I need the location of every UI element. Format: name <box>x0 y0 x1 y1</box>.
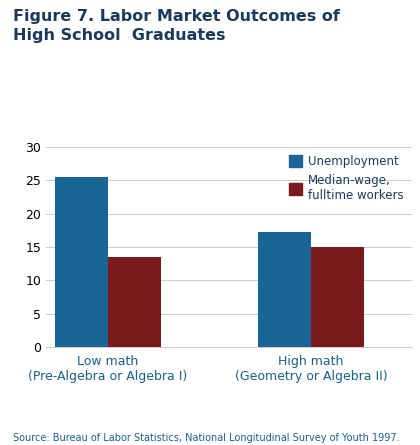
Bar <box>108 257 160 347</box>
Bar <box>55 177 108 347</box>
Text: Source: Bureau of Labor Statistics, National Longitudinal Survey of Youth 1997.: Source: Bureau of Labor Statistics, Nati… <box>13 433 399 443</box>
Legend: Unemployment, Median-wage,
fulltime workers: Unemployment, Median-wage, fulltime work… <box>286 153 406 204</box>
Text: Figure 7. Labor Market Outcomes of
High School  Graduates: Figure 7. Labor Market Outcomes of High … <box>13 9 339 43</box>
Bar <box>258 231 311 347</box>
Bar <box>311 247 364 347</box>
